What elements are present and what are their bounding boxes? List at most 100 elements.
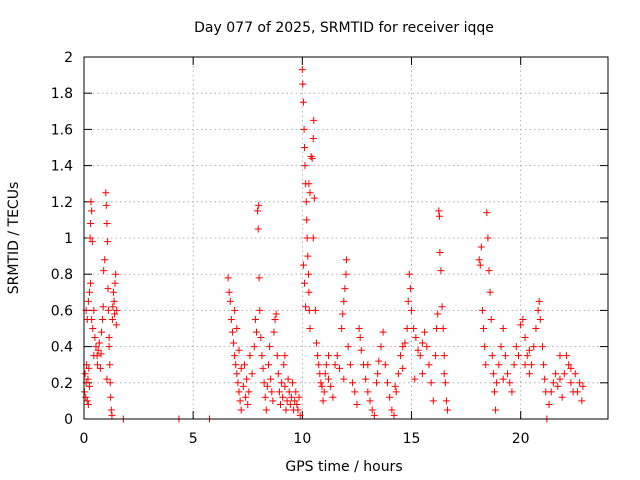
data-point (291, 397, 299, 405)
data-point (231, 352, 239, 360)
data-point (250, 343, 258, 351)
data-point (305, 306, 313, 314)
data-point (244, 401, 252, 409)
data-point (444, 406, 452, 414)
data-point (271, 315, 279, 323)
data-point (234, 379, 242, 387)
data-point (351, 388, 359, 396)
data-point (418, 370, 426, 378)
data-point (307, 153, 315, 161)
data-point (525, 370, 533, 378)
data-point (298, 66, 306, 74)
data-point (239, 382, 247, 390)
data-point (303, 234, 311, 242)
data-point (107, 406, 115, 414)
x-tick-label: 15 (403, 431, 421, 447)
data-point (480, 325, 488, 332)
data-point (277, 401, 284, 409)
data-point (501, 352, 509, 360)
data-point (104, 306, 112, 314)
chart-title: Day 077 of 2025, SRMTID for receiver iqq… (194, 20, 494, 36)
data-point (105, 334, 113, 342)
data-point (406, 285, 414, 293)
data-point (320, 388, 328, 396)
data-point (302, 198, 310, 206)
data-point (578, 397, 586, 405)
data-point (84, 297, 92, 305)
data-point (84, 375, 92, 383)
data-point (262, 406, 270, 414)
data-point (377, 343, 385, 351)
data-point (259, 364, 267, 372)
data-point (492, 406, 500, 414)
data-point (390, 411, 398, 419)
data-point (275, 388, 283, 396)
data-point (280, 361, 288, 369)
data-point (281, 382, 289, 390)
data-point (571, 370, 579, 378)
data-point (248, 370, 256, 378)
data-point (87, 279, 95, 287)
data-point (112, 270, 120, 278)
data-point (88, 207, 96, 215)
data-point (261, 393, 269, 401)
data-point (225, 288, 233, 296)
data-point (301, 279, 309, 287)
data-point (252, 328, 260, 336)
y-tick-label: 0.8 (51, 267, 73, 283)
y-tick-label: 0.6 (51, 303, 73, 319)
x-tick-label: 5 (189, 431, 198, 447)
data-point (90, 306, 98, 314)
data-point (289, 379, 297, 387)
data-point (112, 321, 120, 329)
data-point (338, 325, 346, 332)
data-point (565, 361, 573, 369)
data-point (94, 361, 102, 369)
data-point (102, 189, 110, 197)
data-point (510, 361, 518, 369)
data-point (487, 315, 495, 323)
data-point (495, 361, 503, 369)
data-point (85, 364, 93, 372)
data-point (272, 310, 280, 318)
data-point (325, 352, 333, 360)
data-point (294, 406, 302, 414)
data-point (442, 397, 450, 405)
data-point (306, 325, 314, 332)
data-point (556, 375, 564, 383)
data-point (373, 379, 381, 387)
x-tick-label: 0 (80, 431, 89, 447)
data-point (254, 225, 262, 233)
data-point (349, 379, 357, 387)
data-point (266, 343, 274, 351)
data-point (482, 361, 490, 369)
data-point (313, 339, 321, 347)
data-point (476, 261, 484, 269)
data-point (535, 297, 543, 305)
data-point (264, 361, 272, 369)
data-point (335, 364, 343, 372)
data-point (273, 352, 281, 360)
data-point (299, 80, 307, 88)
data-point (235, 388, 243, 396)
data-point (319, 397, 327, 405)
data-point (304, 252, 312, 260)
data-point (243, 375, 251, 383)
data-point (327, 382, 335, 390)
data-point (302, 303, 310, 311)
data-point (397, 352, 405, 360)
data-point (91, 334, 99, 342)
data-point (321, 370, 329, 378)
data-point (391, 382, 399, 390)
data-point (490, 388, 498, 396)
data-point (399, 364, 407, 372)
data-point (311, 306, 319, 314)
data-point (84, 401, 92, 409)
data-point (530, 343, 538, 351)
data-point (260, 379, 268, 387)
data-point (282, 406, 290, 414)
data-point (519, 315, 527, 323)
data-point (255, 201, 263, 209)
data-point (435, 212, 443, 220)
